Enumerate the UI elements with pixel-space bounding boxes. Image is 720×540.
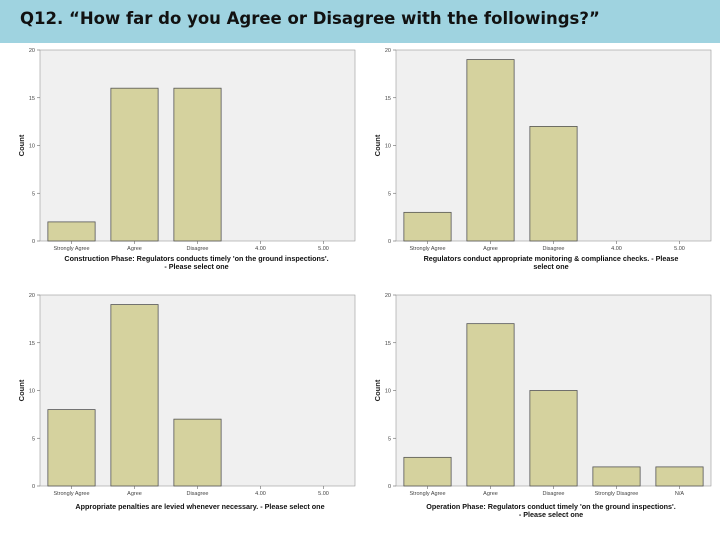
bar [466, 323, 515, 487]
bar [466, 59, 515, 242]
title-band: Q12. “How far do you Agree or Disagree w… [0, 0, 720, 43]
x-tick-label: Agree [483, 246, 498, 252]
chart-4-xlabel: Operation Phase: Regulators conduct time… [426, 502, 676, 519]
y-tick-label: 20 [385, 48, 391, 54]
chart-panel-3: 0 5 10 15 20 Count Strongly Agree Agree Disagree… [15, 293, 360, 498]
x-tick-label: 5.00 [674, 246, 685, 252]
y-tick-label: 0 [32, 484, 35, 490]
x-tick-label: Strongly Disagree [595, 491, 639, 497]
x-tick-label: Disagree [542, 246, 564, 252]
x-tick-label: 4.00 [255, 491, 266, 497]
y-tick-label: 15 [385, 96, 391, 102]
chart-1-xlabel: Construction Phase: Regulators conducts … [64, 254, 329, 271]
y-tick-label: 5 [32, 436, 35, 442]
y-axis-label: Count [17, 379, 26, 401]
y-tick-label: 5 [32, 191, 35, 197]
x-tick-label: Agree [127, 246, 142, 252]
x-tick-label: N/A [675, 491, 685, 497]
bar [529, 126, 578, 242]
chart-2-xlabel: Regulators conduct appropriate monitorin… [423, 254, 679, 271]
y-tick-label: 10 [385, 144, 391, 150]
x-tick-label: Disagree [542, 491, 564, 497]
bar [403, 211, 452, 242]
y-tick-label: 20 [29, 48, 35, 54]
y-tick-label: 10 [29, 144, 35, 150]
x-tick-label: Agree [127, 491, 142, 497]
y-tick-label: 15 [29, 341, 35, 347]
y-tick-label: 20 [385, 293, 391, 299]
bar [529, 390, 578, 487]
y-tick-label: 10 [385, 389, 391, 395]
chart-3-svg: 0 5 10 15 20 Count Strongly Agree Agree Disagree… [15, 293, 360, 498]
y-tick-label: 15 [385, 341, 391, 347]
bar [110, 87, 159, 242]
y-tick-label: 0 [32, 239, 35, 245]
y-tick-label: 5 [388, 436, 391, 442]
chart-2-svg: 0 5 10 15 20 Count Strongly Agree Agree Disagree… [371, 48, 716, 253]
chart-panel-2: 0 5 10 15 20 Count Strongly Agree Agree Disagree… [371, 48, 716, 253]
y-axis-label: Count [373, 134, 382, 156]
x-tick-label: 4.00 [611, 246, 622, 252]
bar [173, 87, 222, 242]
x-tick-label: Agree [483, 491, 498, 497]
x-tick-label: Strongly Agree [409, 491, 445, 497]
x-tick-label: 4.00 [255, 246, 266, 252]
bar [173, 418, 222, 487]
x-tick-label: Strongly Agree [53, 246, 89, 252]
chart-4-svg: 0 5 10 15 20 Count Strongly Agree Agree Disagree… [371, 293, 716, 498]
x-tick-label: Strongly Agree [53, 491, 89, 497]
slide-title: Q12. “How far do you Agree or Disagree w… [20, 9, 600, 28]
x-tick-label: Disagree [186, 491, 208, 497]
y-tick-label: 5 [388, 191, 391, 197]
x-tick-label: Disagree [186, 246, 208, 252]
bar [592, 466, 641, 487]
y-axis-label: Count [17, 134, 26, 156]
chart-panel-1: 0 5 10 15 20 Count Strongly Agree Agree Disagree… [15, 48, 360, 253]
bar [110, 304, 159, 487]
x-tick-label: 5.00 [318, 491, 329, 497]
y-tick-label: 0 [388, 239, 391, 245]
y-axis-label: Count [373, 379, 382, 401]
bar [47, 409, 96, 487]
x-tick-label: 5.00 [318, 246, 329, 252]
chart-panel-4: 0 5 10 15 20 Count Strongly Agree Agree Disagree… [371, 293, 716, 498]
chart-1-svg: 0 5 10 15 20 Count Strongly Agree Agree Disagree… [15, 48, 360, 253]
bar [47, 221, 96, 242]
bar [655, 466, 704, 487]
y-tick-label: 10 [29, 389, 35, 395]
y-tick-label: 0 [388, 484, 391, 490]
y-tick-label: 20 [29, 293, 35, 299]
x-tick-label: Strongly Agree [409, 246, 445, 252]
chart-3-xlabel: Appropriate penalties are levied wheneve… [75, 502, 325, 511]
y-tick-label: 15 [29, 96, 35, 102]
bar [403, 456, 452, 487]
